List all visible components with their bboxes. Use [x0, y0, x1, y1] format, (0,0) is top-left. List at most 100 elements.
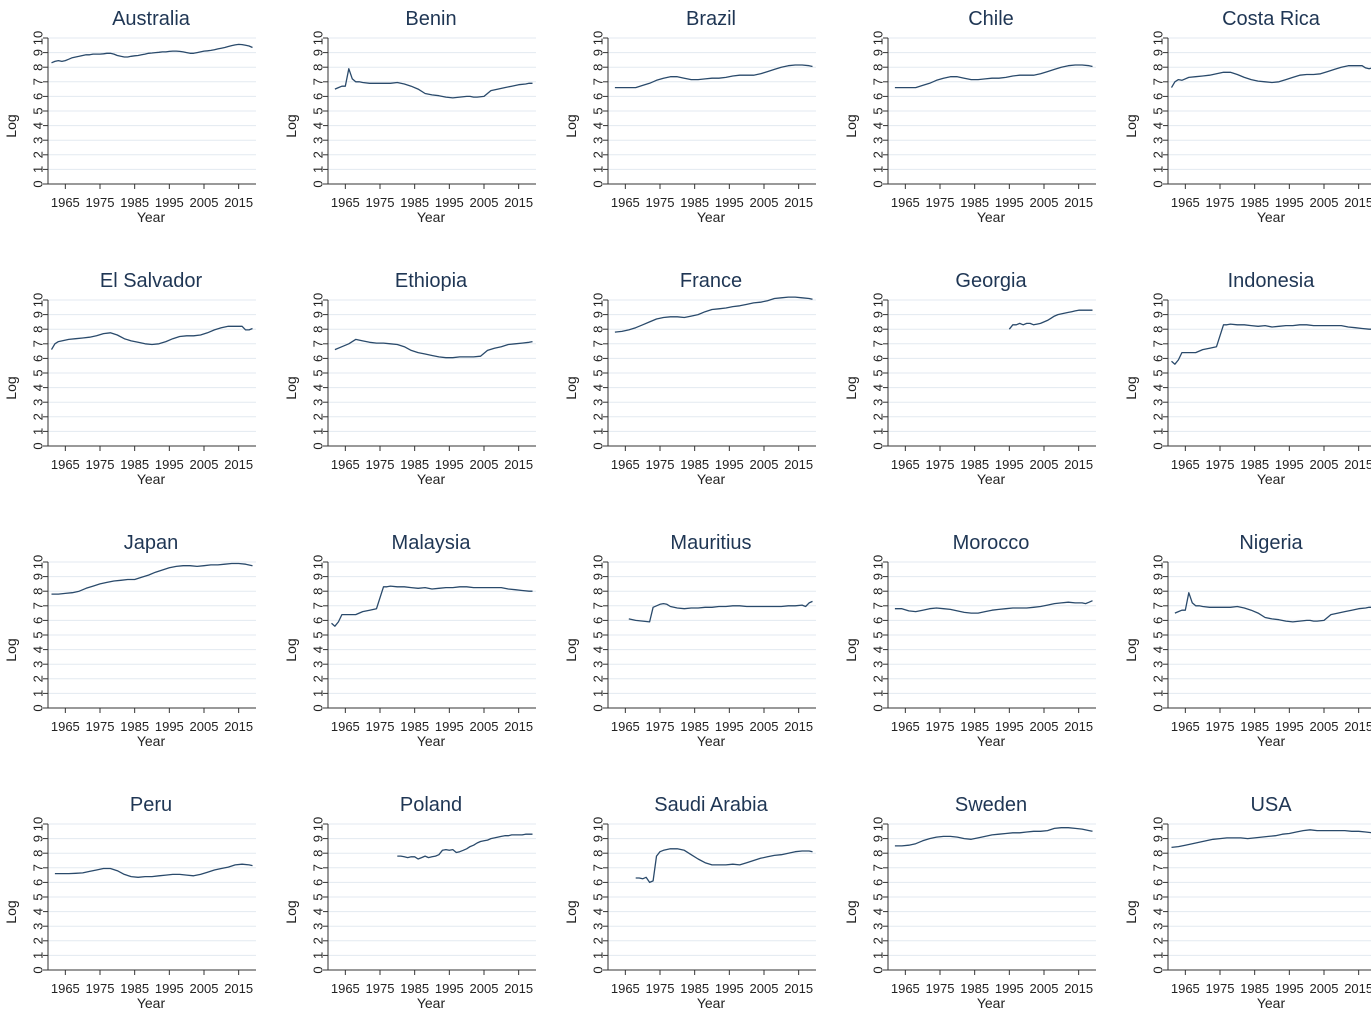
series-line — [1008, 309, 1093, 330]
x-tick-label: 1985 — [1240, 457, 1269, 472]
x-tick-label: 2015 — [224, 195, 253, 210]
y-tick-label: 6 — [591, 355, 606, 362]
y-tick-label: 3 — [1151, 399, 1166, 406]
y-tick-label: 5 — [31, 893, 46, 900]
x-tick-label: 1985 — [960, 195, 989, 210]
x-tick-label: 2015 — [1064, 457, 1093, 472]
x-tick-label: 2015 — [504, 981, 533, 996]
y-tick-label: 7 — [871, 78, 886, 85]
chart-title: Poland — [400, 794, 462, 816]
y-tick-label: 9 — [871, 311, 886, 318]
y-tick-label: 0 — [31, 180, 46, 187]
y-tick-label: 7 — [591, 864, 606, 871]
y-axis-title: Log — [3, 114, 19, 137]
y-tick-label: 0 — [591, 442, 606, 449]
y-tick-label: 2 — [591, 937, 606, 944]
y-tick-label: 7 — [31, 340, 46, 347]
y-tick-label: 5 — [591, 369, 606, 376]
y-tick-label: 0 — [311, 966, 326, 973]
y-tick-label: 7 — [591, 602, 606, 609]
y-tick-label: 3 — [591, 137, 606, 144]
x-tick-label: 1985 — [400, 719, 429, 734]
x-tick-label: 1995 — [435, 457, 464, 472]
x-tick-label: 1995 — [155, 981, 184, 996]
series-line — [635, 848, 813, 884]
x-tick-label: 1965 — [891, 981, 920, 996]
x-tick-label: 1985 — [680, 719, 709, 734]
y-tick-label: 9 — [1151, 835, 1166, 842]
x-axis-title: Year — [1257, 733, 1286, 749]
y-tick-label: 10 — [311, 817, 326, 831]
y-tick-label: 2 — [1151, 937, 1166, 944]
y-axis-title: Log — [563, 114, 579, 137]
chart-title: Benin — [405, 8, 456, 30]
x-tick-label: 1985 — [960, 457, 989, 472]
y-tick-label: 4 — [311, 122, 326, 129]
chart-title: Chile — [968, 8, 1014, 30]
x-tick-label: 1965 — [891, 719, 920, 734]
y-tick-label: 6 — [871, 93, 886, 100]
y-tick-label: 8 — [31, 64, 46, 71]
y-tick-label: 6 — [1151, 93, 1166, 100]
x-tick-label: 1965 — [1171, 719, 1200, 734]
chart-panel-indonesia: Indonesia 0 1 2 3 4 5 6 7 8 9 10 1965 1975 1985 1995 200… — [1123, 270, 1371, 487]
x-tick-label: 1965 — [331, 719, 360, 734]
y-tick-label: 6 — [591, 879, 606, 886]
x-tick-label: 1965 — [611, 719, 640, 734]
y-tick-label: 7 — [311, 864, 326, 871]
series-line — [894, 600, 1093, 614]
y-tick-label: 0 — [311, 180, 326, 187]
series-line — [397, 833, 533, 860]
x-tick-label: 1985 — [680, 981, 709, 996]
y-tick-label: 2 — [31, 937, 46, 944]
chart-title: France — [680, 270, 742, 292]
y-tick-label: 5 — [591, 107, 606, 114]
chart-title: Australia — [112, 8, 191, 30]
x-tick-label: 2015 — [224, 719, 253, 734]
chart-panel-japan: Japan 0 1 2 3 4 5 6 7 8 9 10 1965 1975 1985 1995 2005 201… — [3, 532, 256, 749]
series-line — [51, 43, 253, 64]
y-tick-label: 3 — [871, 399, 886, 406]
x-tick-label: 2015 — [1064, 719, 1093, 734]
y-tick-label: 9 — [311, 311, 326, 318]
x-tick-label: 1995 — [155, 195, 184, 210]
x-axis-title: Year — [137, 733, 166, 749]
y-tick-label: 5 — [1151, 893, 1166, 900]
y-tick-label: 10 — [591, 555, 606, 569]
y-tick-label: 10 — [1151, 817, 1166, 831]
y-tick-label: 8 — [871, 64, 886, 71]
x-tick-label: 2005 — [190, 981, 219, 996]
x-tick-label: 1995 — [435, 719, 464, 734]
y-tick-label: 7 — [591, 78, 606, 85]
y-tick-label: 7 — [871, 864, 886, 871]
chart-title: Costa Rica — [1222, 8, 1321, 30]
y-tick-label: 3 — [31, 661, 46, 668]
x-axis-title: Year — [977, 733, 1006, 749]
x-tick-label: 1985 — [1240, 195, 1269, 210]
chart-panel-chile: Chile 0 1 2 3 4 5 6 7 8 9 10 1965 1975 1985 1995 2005 201… — [843, 8, 1096, 225]
y-tick-label: 1 — [1151, 952, 1166, 959]
x-tick-label: 2015 — [1344, 719, 1371, 734]
y-tick-label: 6 — [31, 93, 46, 100]
y-tick-label: 3 — [871, 137, 886, 144]
y-tick-label: 5 — [311, 631, 326, 638]
y-axis-title: Log — [1123, 114, 1139, 137]
y-tick-label: 9 — [311, 49, 326, 56]
y-tick-label: 1 — [1151, 428, 1166, 435]
x-tick-label: 1975 — [1206, 195, 1235, 210]
y-tick-label: 0 — [871, 180, 886, 187]
y-tick-label: 10 — [871, 31, 886, 45]
series-line — [334, 68, 533, 99]
y-tick-label: 5 — [31, 631, 46, 638]
y-tick-label: 2 — [591, 151, 606, 158]
chart-title: Malaysia — [392, 532, 472, 554]
x-tick-label: 2015 — [1344, 981, 1371, 996]
y-tick-label: 3 — [1151, 923, 1166, 930]
y-tick-label: 10 — [871, 817, 886, 831]
y-tick-label: 1 — [31, 428, 46, 435]
chart-title: Nigeria — [1239, 532, 1303, 554]
x-tick-label: 1995 — [435, 195, 464, 210]
chart-title: Georgia — [955, 270, 1027, 292]
chart-panel-sweden: Sweden 0 1 2 3 4 5 6 7 8 9 10 1965 1975 1985 1995 2005 20… — [843, 794, 1096, 1011]
x-tick-label: 1975 — [1206, 457, 1235, 472]
